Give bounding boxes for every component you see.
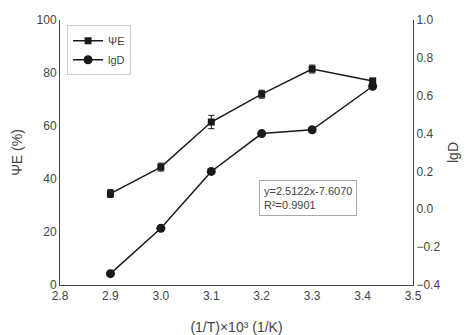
svg-text:0: 0 bbox=[50, 278, 57, 292]
svg-text:3.2: 3.2 bbox=[253, 289, 270, 303]
svg-text:60: 60 bbox=[43, 119, 57, 133]
svg-text:(1/T)×10³ (1/K): (1/T)×10³ (1/K) bbox=[190, 319, 282, 335]
svg-text:ΨE (%): ΨE (%) bbox=[9, 129, 25, 176]
svg-text:2.8: 2.8 bbox=[52, 289, 69, 303]
svg-text:80: 80 bbox=[43, 66, 57, 80]
svg-text:lgD: lgD bbox=[445, 142, 461, 163]
svg-text:0.2: 0.2 bbox=[416, 165, 433, 179]
svg-text:3.4: 3.4 bbox=[354, 289, 371, 303]
svg-text:0.8: 0.8 bbox=[416, 51, 433, 65]
svg-text:−0.2: −0.2 bbox=[416, 240, 440, 254]
svg-text:20: 20 bbox=[43, 225, 57, 239]
svg-text:3.0: 3.0 bbox=[153, 289, 170, 303]
svg-text:lgD: lgD bbox=[108, 54, 125, 66]
svg-text:y=2.5122x-7.6070R²=0.9901: y=2.5122x-7.6070R²=0.9901 bbox=[264, 185, 352, 211]
svg-text:3.5: 3.5 bbox=[405, 289, 422, 303]
svg-text:3.1: 3.1 bbox=[203, 289, 220, 303]
svg-text:ΨE: ΨE bbox=[108, 35, 125, 47]
svg-text:2.9: 2.9 bbox=[102, 289, 119, 303]
svg-text:0.0: 0.0 bbox=[416, 202, 433, 216]
svg-text:40: 40 bbox=[43, 172, 57, 186]
svg-text:0.6: 0.6 bbox=[416, 89, 433, 103]
svg-text:3.3: 3.3 bbox=[304, 289, 321, 303]
svg-text:100: 100 bbox=[37, 13, 57, 27]
svg-text:0.4: 0.4 bbox=[416, 127, 433, 141]
svg-text:1.0: 1.0 bbox=[416, 13, 433, 27]
svg-text:−0.4: −0.4 bbox=[416, 278, 440, 292]
